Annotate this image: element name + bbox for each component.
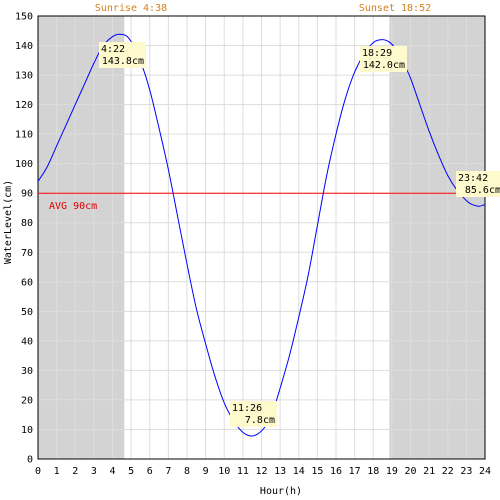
y-tick-label: 90: [21, 189, 33, 200]
annotation-time: 4:22: [101, 44, 125, 55]
x-tick-label: 4: [109, 466, 115, 477]
night-shading-layer: [38, 16, 485, 459]
night-band-1: [389, 16, 485, 459]
y-tick-label: 10: [21, 425, 33, 436]
y-tick-label: 150: [15, 12, 33, 23]
y-tick-label: 100: [15, 159, 33, 170]
x-tick-label: 2: [72, 466, 78, 477]
plot-frame: [37, 15, 486, 460]
x-tick-label: 17: [349, 466, 361, 477]
x-tick-label: 15: [311, 466, 323, 477]
annotation-box: [360, 46, 407, 72]
annotation-box: [456, 171, 500, 197]
x-tick-label: 7: [165, 466, 171, 477]
x-tick-label: 11: [237, 466, 249, 477]
x-tick-label: 1: [54, 466, 60, 477]
annotation-box: [99, 42, 146, 68]
x-tick-label: 3: [91, 466, 97, 477]
sunrise-label: Sunrise 4:38: [95, 3, 167, 14]
y-tick-label: 120: [15, 100, 33, 111]
x-tick-label: 20: [404, 466, 416, 477]
x-tick-label: 14: [293, 466, 305, 477]
annotation-time: 18:29: [362, 48, 392, 59]
y-tick-label: 0: [27, 455, 33, 466]
x-tick-label: 0: [35, 466, 41, 477]
annotation-value: 85.6cm: [465, 185, 500, 196]
y-tick-label: 140: [15, 41, 33, 52]
y-tick-label: 40: [21, 336, 33, 347]
y-tick-label: 80: [21, 218, 33, 229]
x-tick-label: 16: [330, 466, 342, 477]
annotation-value: 142.0cm: [363, 60, 405, 71]
y-tick-label: 50: [21, 307, 33, 318]
x-axis-label: Hour(h): [260, 486, 302, 497]
x-tick-label: 12: [255, 466, 267, 477]
y-tick-label: 60: [21, 277, 33, 288]
x-tick-label: 10: [218, 466, 230, 477]
average-label: AVG 90cm: [49, 201, 97, 212]
annotation-time: 11:26: [232, 403, 262, 414]
sunset-label: Sunset 18:52: [359, 3, 431, 14]
annotation-box: [230, 401, 277, 427]
y-tick-labels: 0 10 20 30 40 50 60 70 80 90 100 110 120 130 140 150: [15, 12, 33, 466]
annotation-1: 11:267.8cm: [230, 401, 277, 427]
night-band-0: [38, 16, 125, 459]
annotation-time: 23:42: [458, 173, 488, 184]
x-tick-label: 18: [367, 466, 379, 477]
x-tick-label: 24: [479, 466, 491, 477]
y-axis-label: WaterLevel(cm): [3, 180, 14, 264]
x-tick-label: 9: [203, 466, 209, 477]
x-tick-label: 8: [184, 466, 190, 477]
x-tick-label: 13: [274, 466, 286, 477]
y-tick-label: 70: [21, 248, 33, 259]
y-tick-label: 20: [21, 395, 33, 406]
annotation-value: 143.8cm: [102, 56, 144, 67]
y-tick-label: 30: [21, 366, 33, 377]
x-tick-label: 19: [386, 466, 398, 477]
x-tick-label: 5: [128, 466, 134, 477]
x-tick-label: 21: [423, 466, 435, 477]
y-tick-label: 130: [15, 71, 33, 82]
annotation-value: 7.8cm: [245, 415, 275, 426]
x-tick-label: 6: [147, 466, 153, 477]
x-tick-label: 23: [460, 466, 472, 477]
y-tick-label: 110: [15, 130, 33, 141]
x-tick-label: 22: [442, 466, 454, 477]
x-tick-labels: 0 1 2 3 4 5 6 7 8 9 10 11 12 13 14 15 16 17 18 19 20 21 22 23 24: [35, 466, 491, 477]
